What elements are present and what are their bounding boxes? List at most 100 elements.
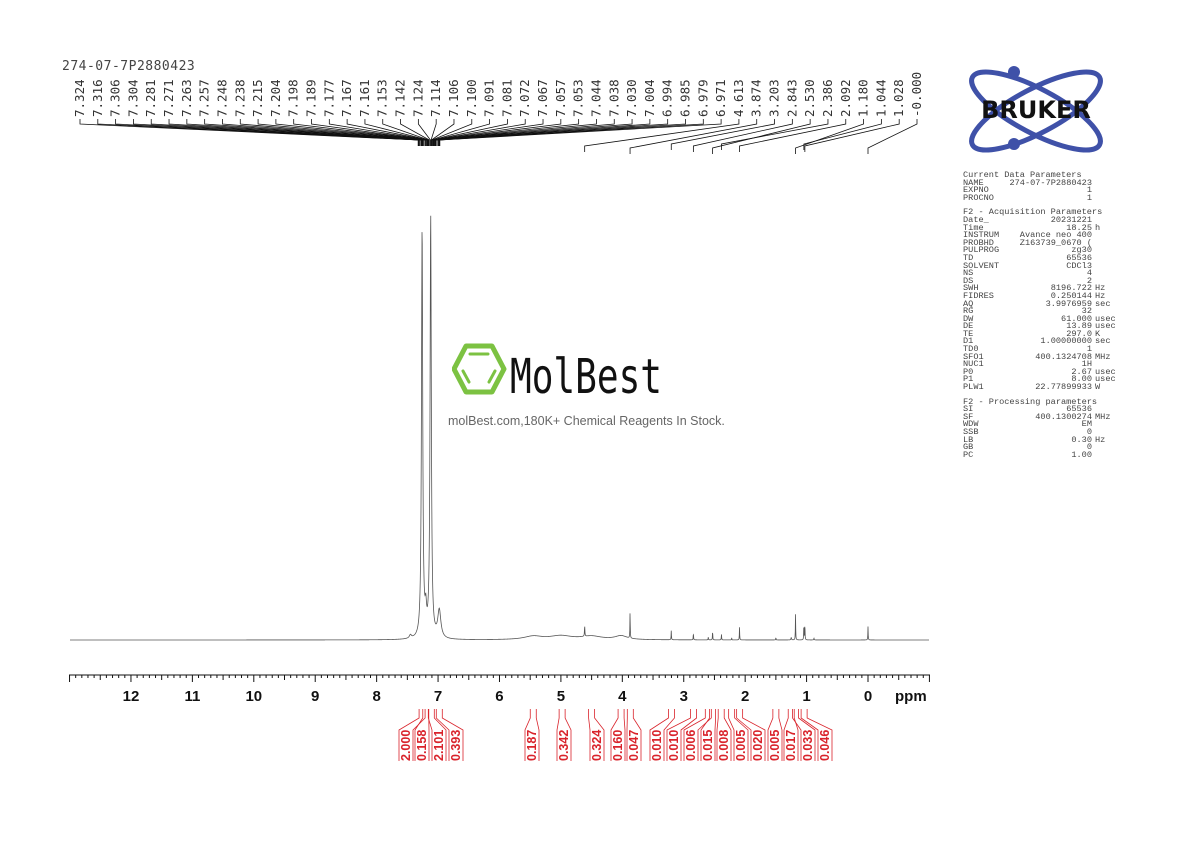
parameter-value: 4 <box>1086 268 1092 279</box>
parameter-name: SF <box>963 411 974 422</box>
parameter-name: NS <box>963 268 974 279</box>
parameter-value: Z163739_0670 ( <box>1019 237 1092 248</box>
integral-bracket <box>792 709 816 761</box>
orbit-icon <box>969 69 1103 153</box>
peak-label: 7.106 <box>446 79 461 117</box>
parameter-row: TD 65536 <box>963 254 1119 263</box>
parameter-row: PLW1 22.77899933 W <box>963 382 1119 393</box>
parameter-row: FIDRES 0.250144 Hz <box>963 292 1119 301</box>
parameter-row: DW 61.000 usec <box>963 313 1119 324</box>
parameter-name: Date_ <box>963 214 989 225</box>
parameter-row: SF 400.1300274 MHz <box>963 411 1119 422</box>
peak-label-connector <box>438 119 669 146</box>
parameter-name: LB <box>963 434 974 445</box>
integral-value: 0.010 <box>650 730 664 761</box>
peak-label-connector <box>430 119 437 146</box>
parameter-name: SOLVENT <box>963 260 1000 271</box>
parameter-value: 0 <box>1086 442 1092 453</box>
parameter-unit <box>1092 232 1119 240</box>
parameter-row: D1 1.00000000 sec <box>963 337 1119 346</box>
peak-label-connector <box>804 119 900 152</box>
peak-label-connector <box>293 119 427 146</box>
parameter-name: PROCNO <box>963 192 994 203</box>
peak-label-connector <box>435 119 633 146</box>
peak-label: 2.530 <box>802 79 817 117</box>
integral-value: 2.000 <box>399 730 413 761</box>
peak-label-connector <box>432 119 490 146</box>
parameter-name: DS <box>963 275 974 286</box>
parameter-unit: sec <box>1095 298 1111 309</box>
parameter-row: EXPNO 1 <box>963 185 1119 196</box>
parameter-row: WDW EM <box>963 420 1119 429</box>
integral-value: 0.008 <box>717 730 731 761</box>
integral-bracket <box>767 709 783 761</box>
parameter-value: 13.89 <box>1066 321 1092 332</box>
peak-label-connector <box>382 119 430 146</box>
parameter-row: DE 13.89 usec <box>963 321 1119 332</box>
integral-bracket <box>700 709 717 761</box>
peak-label-connector <box>239 119 424 146</box>
parameter-name: EXPNO <box>963 185 989 196</box>
integral-value: 0.324 <box>590 730 604 761</box>
parameter-row: PULPROG zg30 <box>963 246 1119 255</box>
peak-label: 7.257 <box>197 79 212 117</box>
integral-value: 2.101 <box>432 730 446 761</box>
integral-value: 0.393 <box>449 730 463 761</box>
parameter-value: 22.77899933 <box>1035 382 1092 393</box>
f2-acquisition-parameters: F2 - Acquisition Parameters Date_ 2023122… <box>963 208 1119 393</box>
parameter-row: PC 1.00 <box>963 449 1119 460</box>
parameter-unit <box>1092 444 1119 452</box>
parameter-name: SFO1 <box>963 351 984 362</box>
parameter-value: 1 <box>1086 192 1092 203</box>
integral-value: 0.006 <box>684 730 698 761</box>
section-title: F2 - Processing parameters <box>963 396 1098 407</box>
parameter-row: TE 297.0 K <box>963 328 1119 339</box>
peak-label: 7.114 <box>428 79 443 117</box>
peak-label: 7.161 <box>357 79 372 117</box>
peak-label-connector <box>867 119 918 154</box>
parameter-name: DW <box>963 313 974 324</box>
parameter-unit <box>1092 240 1119 248</box>
parameter-value: Avance neo 400 <box>1019 230 1092 241</box>
parameter-unit: MHz <box>1095 351 1111 362</box>
parameter-unit: Hz <box>1095 283 1106 294</box>
parameter-unit: usec <box>1095 321 1116 332</box>
peak-label-connector <box>795 119 864 154</box>
peak-label: 7.124 <box>410 79 425 117</box>
x-tick-label: 10 <box>245 688 262 705</box>
molbest-watermark-logo: MolBest <box>452 343 662 399</box>
peak-label-connector <box>584 119 740 152</box>
parameter-unit: W <box>1095 382 1101 393</box>
peak-label: 7.053 <box>571 79 586 117</box>
integral-bracket <box>626 709 642 761</box>
parameter-name: TE <box>963 328 974 339</box>
parameter-value: 297.0 <box>1066 328 1092 339</box>
parameter-unit <box>1092 187 1119 195</box>
peak-label: 7.057 <box>553 79 568 117</box>
parameter-name: PLW1 <box>963 382 984 393</box>
x-tick-label: 12 <box>123 688 140 705</box>
peak-label: 7.306 <box>108 79 123 117</box>
x-tick-label: 6 <box>495 688 503 705</box>
integral-value: 0.005 <box>768 730 782 761</box>
section-title: Current Data Parameters <box>963 170 1082 180</box>
peak-label-connector <box>803 119 882 150</box>
integral-bracket <box>610 709 626 761</box>
parameter-name: PC <box>963 449 974 460</box>
molbest-brand-text: MolBest <box>510 349 662 399</box>
parameter-value: 61.000 <box>1061 313 1092 324</box>
peak-label-connector <box>670 119 775 150</box>
peak-label: 7.067 <box>535 79 550 117</box>
integral-bracket <box>736 709 766 761</box>
parameter-value: 1 <box>1086 185 1092 196</box>
parameter-unit <box>1092 452 1119 460</box>
parameter-value: 2 <box>1086 275 1092 286</box>
parameter-unit: h <box>1095 222 1101 233</box>
parameter-name: SWH <box>963 283 979 294</box>
peak-label-connector <box>439 119 722 146</box>
peak-label: 7.091 <box>482 79 497 117</box>
peak-label: 7.142 <box>393 79 408 117</box>
integral-value: 0.010 <box>667 730 681 761</box>
parameter-value: CDCl3 <box>1066 260 1092 271</box>
parameter-unit: usec <box>1095 366 1116 377</box>
